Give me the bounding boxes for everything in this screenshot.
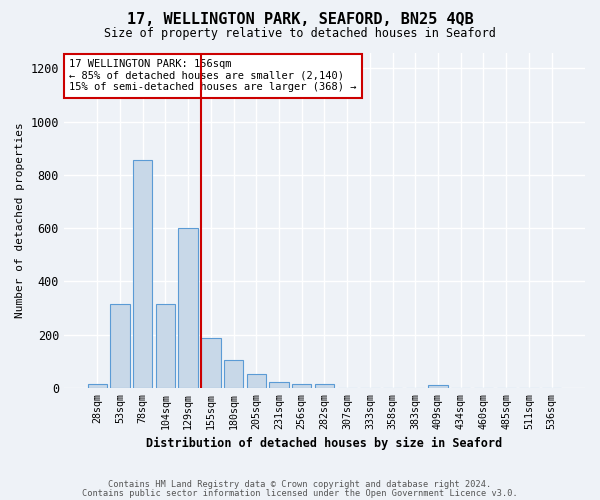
- Bar: [224, 360, 243, 388]
- Text: Contains public sector information licensed under the Open Government Licence v3: Contains public sector information licen…: [82, 490, 518, 498]
- Y-axis label: Number of detached properties: Number of detached properties: [15, 122, 25, 318]
- Text: Size of property relative to detached houses in Seaford: Size of property relative to detached ho…: [104, 28, 496, 40]
- Text: 17 WELLINGTON PARK: 156sqm
← 85% of detached houses are smaller (2,140)
15% of s: 17 WELLINGTON PARK: 156sqm ← 85% of deta…: [69, 59, 356, 92]
- X-axis label: Distribution of detached houses by size in Seaford: Distribution of detached houses by size …: [146, 437, 503, 450]
- Bar: [428, 385, 448, 388]
- Text: Contains HM Land Registry data © Crown copyright and database right 2024.: Contains HM Land Registry data © Crown c…: [109, 480, 491, 489]
- Bar: [315, 384, 334, 388]
- Bar: [201, 338, 221, 388]
- Bar: [292, 384, 311, 388]
- Bar: [178, 228, 198, 388]
- Bar: [110, 304, 130, 388]
- Bar: [88, 384, 107, 388]
- Text: 17, WELLINGTON PARK, SEAFORD, BN25 4QB: 17, WELLINGTON PARK, SEAFORD, BN25 4QB: [127, 12, 473, 28]
- Bar: [269, 382, 289, 388]
- Bar: [156, 304, 175, 388]
- Bar: [247, 374, 266, 388]
- Bar: [133, 160, 152, 388]
